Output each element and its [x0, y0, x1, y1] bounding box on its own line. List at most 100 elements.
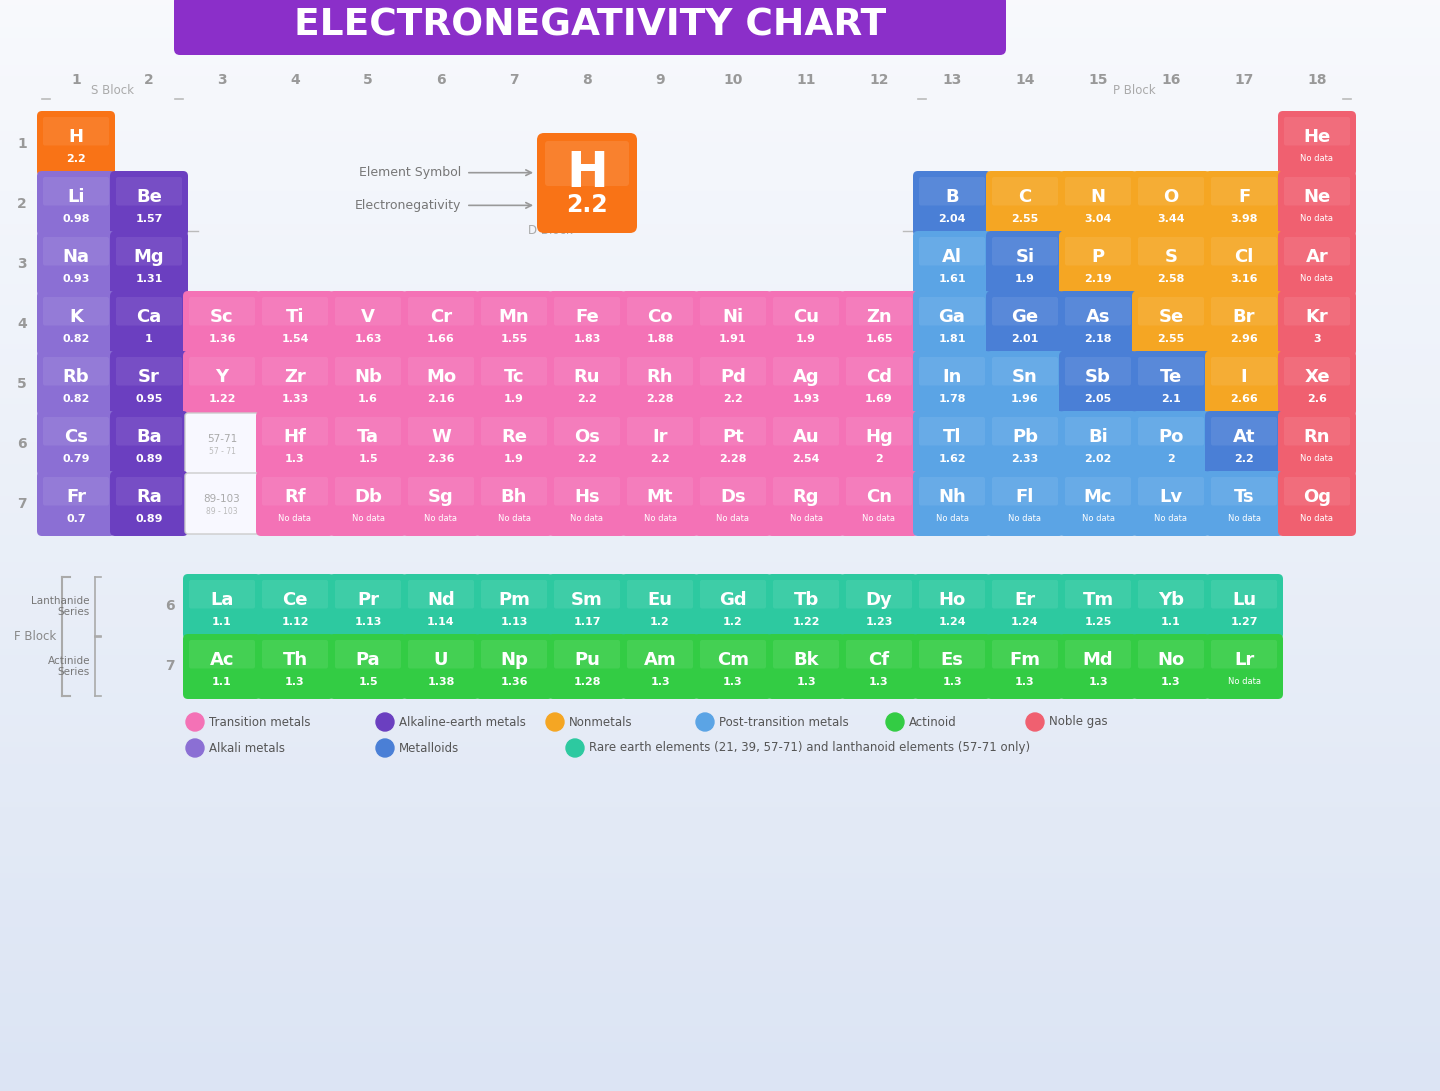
Text: No: No [1158, 651, 1185, 669]
Text: Os: Os [575, 428, 600, 446]
FancyBboxPatch shape [1066, 297, 1130, 325]
FancyBboxPatch shape [408, 580, 474, 609]
Text: 1.1: 1.1 [1161, 616, 1181, 627]
FancyBboxPatch shape [328, 411, 408, 476]
FancyBboxPatch shape [768, 411, 845, 476]
FancyBboxPatch shape [37, 171, 115, 236]
Text: Se: Se [1158, 308, 1184, 326]
FancyBboxPatch shape [986, 171, 1064, 236]
FancyBboxPatch shape [554, 640, 621, 669]
FancyBboxPatch shape [549, 411, 626, 476]
FancyBboxPatch shape [700, 580, 766, 609]
FancyBboxPatch shape [262, 640, 328, 669]
Circle shape [886, 714, 904, 731]
FancyBboxPatch shape [37, 231, 115, 296]
FancyBboxPatch shape [402, 351, 480, 416]
FancyBboxPatch shape [549, 634, 626, 699]
Text: No data: No data [863, 514, 896, 524]
FancyBboxPatch shape [700, 357, 766, 385]
FancyBboxPatch shape [1284, 477, 1351, 505]
Text: Cs: Cs [63, 428, 88, 446]
Text: 2.01: 2.01 [1011, 334, 1038, 344]
Text: Li: Li [68, 188, 85, 206]
Text: 1.24: 1.24 [939, 616, 966, 627]
Text: Noble gas: Noble gas [1048, 716, 1107, 729]
Text: 1.3: 1.3 [796, 676, 816, 687]
FancyBboxPatch shape [1284, 297, 1351, 325]
Text: No data: No data [425, 514, 458, 524]
Text: Lr: Lr [1234, 651, 1254, 669]
Text: 1.2: 1.2 [723, 616, 743, 627]
Text: 2.55: 2.55 [1011, 214, 1038, 224]
Text: 8: 8 [582, 73, 592, 87]
Text: Ts: Ts [1234, 488, 1254, 506]
FancyBboxPatch shape [336, 417, 400, 445]
FancyBboxPatch shape [336, 297, 400, 325]
Text: 1.36: 1.36 [500, 676, 527, 687]
FancyBboxPatch shape [913, 411, 991, 476]
FancyBboxPatch shape [992, 237, 1058, 265]
FancyBboxPatch shape [700, 297, 766, 325]
Text: Element Symbol: Element Symbol [359, 166, 461, 179]
FancyBboxPatch shape [328, 291, 408, 356]
Text: Po: Po [1158, 428, 1184, 446]
Text: No data: No data [1008, 514, 1041, 524]
Text: 0.82: 0.82 [62, 334, 89, 344]
FancyBboxPatch shape [554, 477, 621, 505]
Text: Fe: Fe [575, 308, 599, 326]
Text: Zr: Zr [284, 368, 305, 386]
FancyBboxPatch shape [109, 231, 189, 296]
Text: Rh: Rh [647, 368, 674, 386]
Text: Sg: Sg [428, 488, 454, 506]
Text: Ti: Ti [285, 308, 304, 326]
FancyBboxPatch shape [109, 291, 189, 356]
FancyBboxPatch shape [919, 477, 985, 505]
FancyBboxPatch shape [1066, 477, 1130, 505]
Text: 1.65: 1.65 [865, 334, 893, 344]
Circle shape [1025, 714, 1044, 731]
Text: 3.44: 3.44 [1158, 214, 1185, 224]
FancyBboxPatch shape [1205, 171, 1283, 236]
Text: 7: 7 [510, 73, 518, 87]
FancyBboxPatch shape [481, 357, 547, 385]
Text: 1.23: 1.23 [865, 616, 893, 627]
FancyBboxPatch shape [256, 471, 334, 536]
FancyBboxPatch shape [1138, 357, 1204, 385]
Text: Lv: Lv [1159, 488, 1182, 506]
Circle shape [696, 714, 714, 731]
FancyBboxPatch shape [1066, 580, 1130, 609]
Text: 1.66: 1.66 [428, 334, 455, 344]
FancyBboxPatch shape [1058, 471, 1138, 536]
FancyBboxPatch shape [189, 297, 255, 325]
FancyBboxPatch shape [694, 291, 772, 356]
Text: 2.05: 2.05 [1084, 394, 1112, 404]
Text: Hg: Hg [865, 428, 893, 446]
Text: Cu: Cu [793, 308, 819, 326]
FancyBboxPatch shape [992, 477, 1058, 505]
Circle shape [376, 714, 395, 731]
FancyBboxPatch shape [1138, 417, 1204, 445]
FancyBboxPatch shape [554, 417, 621, 445]
Text: 17: 17 [1234, 73, 1254, 87]
FancyBboxPatch shape [475, 471, 553, 536]
FancyBboxPatch shape [554, 357, 621, 385]
Text: F Block: F Block [14, 630, 56, 643]
FancyBboxPatch shape [408, 417, 474, 445]
Text: Ar: Ar [1306, 248, 1328, 266]
Text: Alkali metals: Alkali metals [209, 742, 285, 755]
Text: 0.79: 0.79 [62, 454, 89, 464]
Text: Hf: Hf [284, 428, 307, 446]
Text: 2.2: 2.2 [723, 394, 743, 404]
Text: 1.91: 1.91 [719, 334, 747, 344]
Text: Cn: Cn [865, 488, 891, 506]
Text: 1: 1 [71, 73, 81, 87]
Text: Electronegativity: Electronegativity [354, 199, 461, 212]
FancyBboxPatch shape [1132, 471, 1210, 536]
Text: Pb: Pb [1012, 428, 1038, 446]
Text: 2.16: 2.16 [428, 394, 455, 404]
Text: 2.2: 2.2 [577, 454, 596, 464]
Text: 5: 5 [363, 73, 373, 87]
FancyBboxPatch shape [184, 413, 259, 473]
Text: 1.54: 1.54 [281, 334, 308, 344]
FancyBboxPatch shape [1279, 111, 1356, 176]
